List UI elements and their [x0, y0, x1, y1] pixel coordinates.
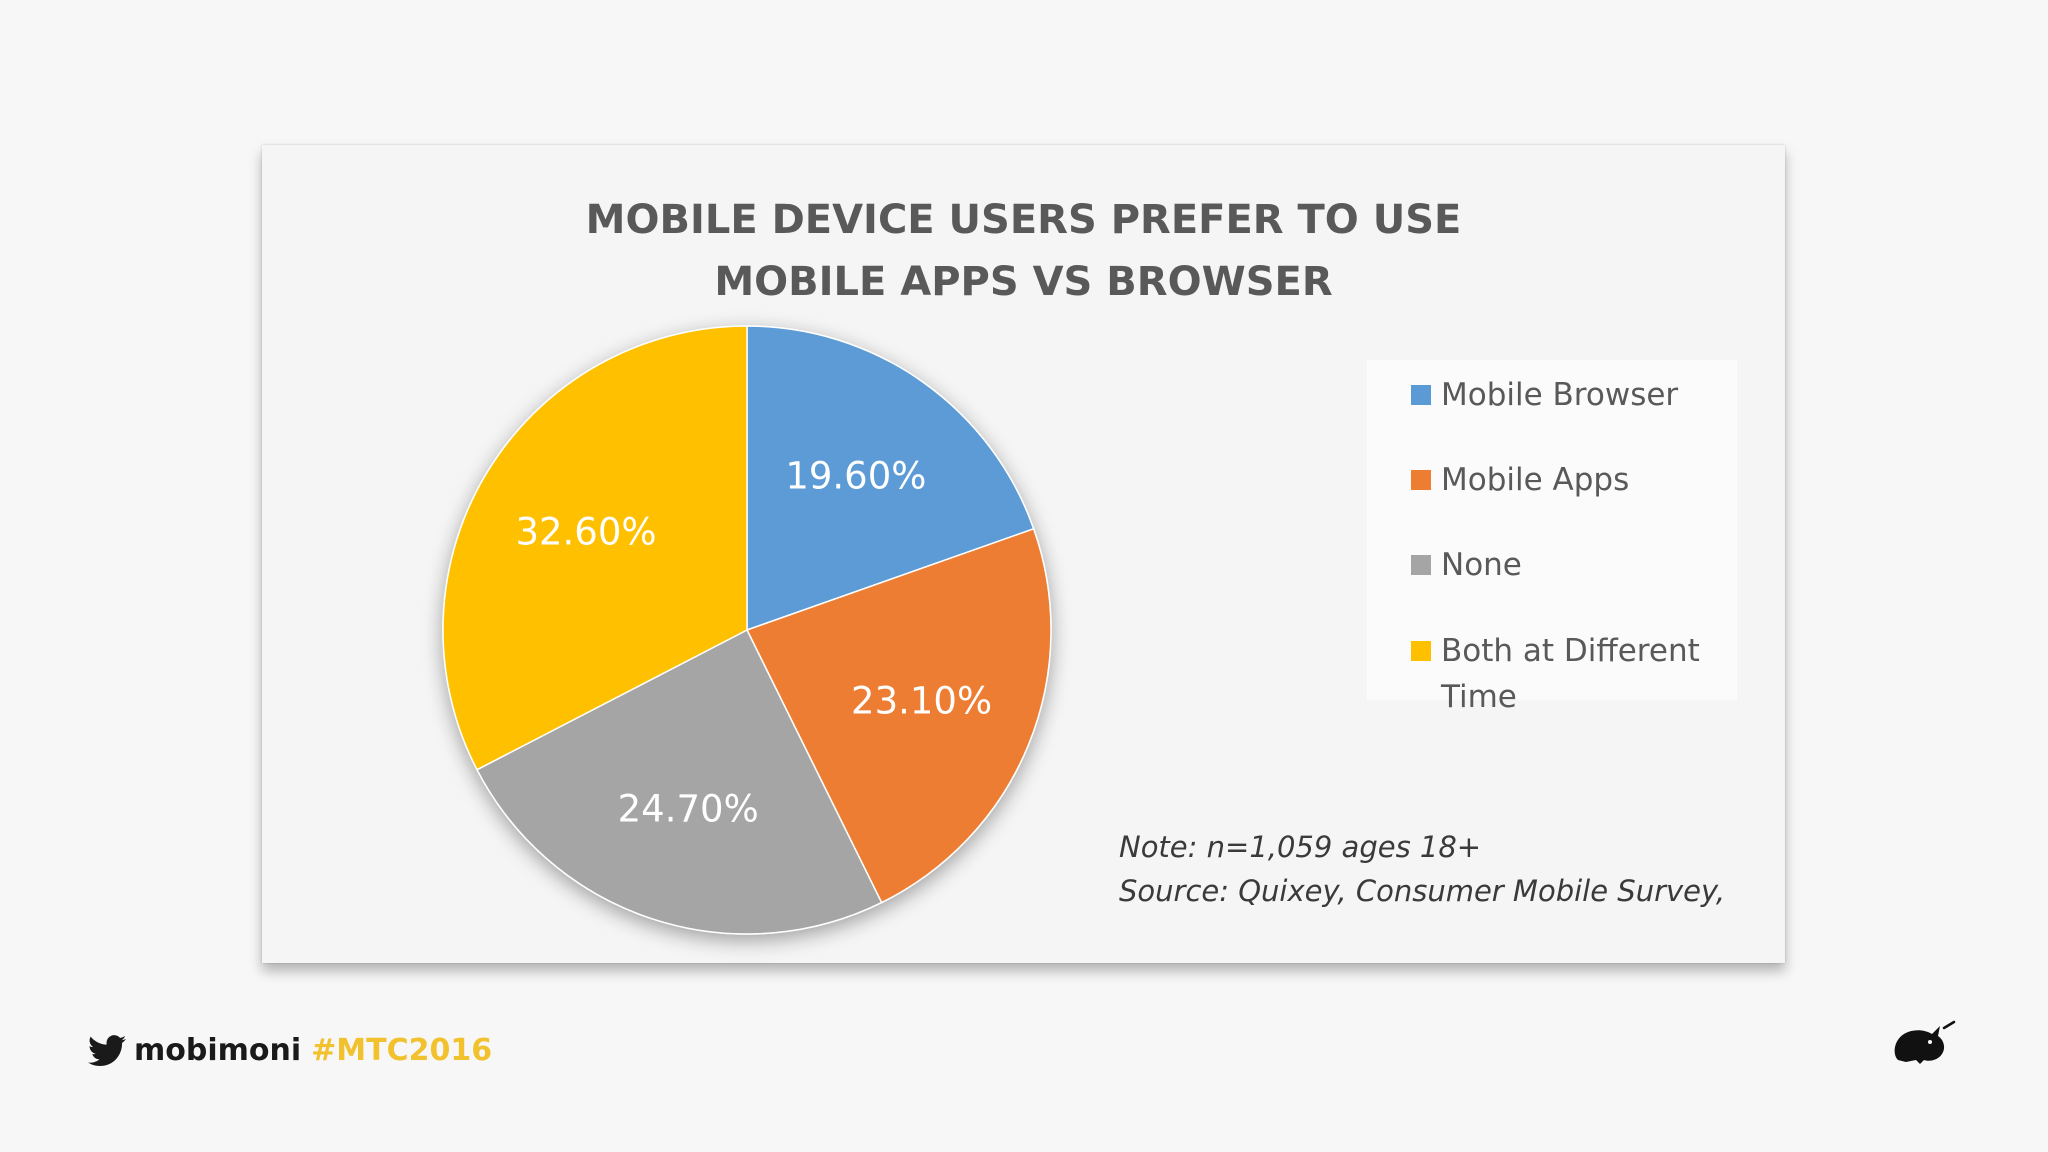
chart-title-line-1: MOBILE DEVICE USERS PREFER TO USE	[585, 197, 1462, 243]
pie-data-label-mobile-apps: 23.10%	[851, 680, 992, 723]
footer-social: mobimoni #MTC2016	[88, 1033, 492, 1068]
legend-swatch-mobile-apps	[1411, 470, 1431, 490]
rhino-logo-icon	[1894, 1020, 1956, 1064]
legend-item-none: None	[1411, 542, 1731, 588]
pie-data-label-mobile-browser: 19.60%	[785, 455, 926, 498]
legend-item-both: Both at Different Time	[1411, 628, 1711, 720]
legend-swatch-mobile-browser	[1411, 385, 1431, 405]
legend-label-both: Both at Different Time	[1441, 633, 1700, 715]
chart-note: Note: n=1,059 ages 18+ Source: Quixey, C…	[1119, 825, 1725, 913]
chart-title-line-2: MOBILE APPS VS BROWSER	[714, 259, 1333, 305]
pie-slice-none	[475, 628, 883, 935]
note-source: Source: Quixey, Consumer Mobile Survey,	[1119, 874, 1726, 908]
pie-slice-both-at-different-time	[442, 325, 748, 771]
legend-swatch-both	[1411, 641, 1431, 661]
legend-label-none: None	[1441, 547, 1522, 583]
legend-label-mobile-browser: Mobile Browser	[1441, 377, 1679, 413]
legend-label-mobile-apps: Mobile Apps	[1441, 462, 1630, 498]
chart-legend: Mobile Browser Mobile Apps None Both at …	[1367, 360, 1737, 715]
chart-card: MOBILE DEVICE USERS PREFER TO USE MOBILE…	[262, 145, 1785, 963]
pie-data-label-both-at-different-time: 32.60%	[515, 511, 656, 554]
twitter-handle: mobimoni	[134, 1033, 302, 1068]
legend-item-mobile-browser: Mobile Browser	[1411, 372, 1731, 418]
note-sample-size: Note: n=1,059 ages 18+	[1119, 830, 1482, 864]
event-hashtag: #MTC2016	[311, 1033, 493, 1068]
pie-slice-mobile-apps	[745, 527, 1052, 904]
twitter-bird-icon	[88, 1034, 126, 1066]
legend-swatch-none	[1411, 555, 1431, 575]
legend-item-mobile-apps: Mobile Apps	[1411, 457, 1731, 503]
pie-chart: 19.60% 23.10% 24.70% 32.60%	[442, 325, 1052, 935]
pie-data-label-none: 24.70%	[618, 788, 759, 831]
